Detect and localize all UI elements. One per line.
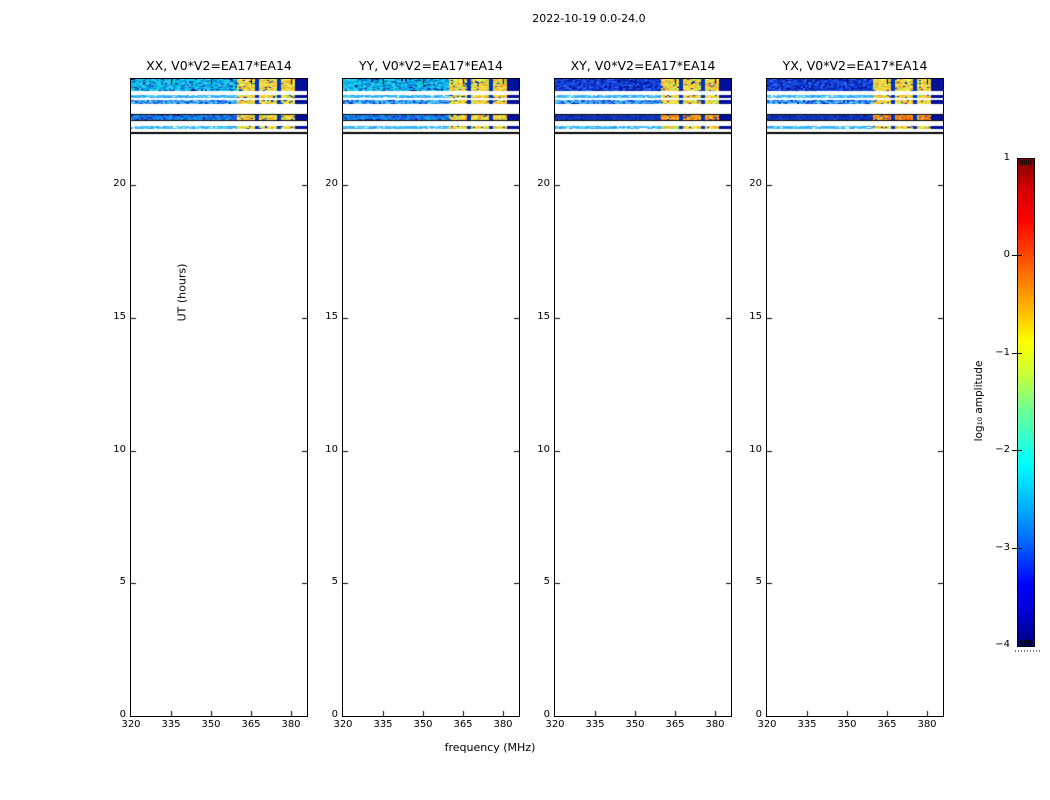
figure-title: 2022-10-19 0.0-24.0 [532, 12, 646, 25]
colorbar-tick-label: −1 [995, 346, 1010, 358]
panel-title-yy: YY, V0*V2=EA17*EA14 [359, 58, 503, 73]
x-tick-label: 320 [121, 719, 141, 730]
x-tick-label: 380 [705, 719, 725, 730]
y-tick-label: 5 [119, 576, 126, 587]
spectrogram-panel-xx: XX, V0*V2=EA17*EA14 [130, 58, 308, 717]
x-tick-label: 350 [201, 719, 221, 730]
y-tick-label: 0 [331, 709, 338, 720]
x-tick-label: 320 [333, 719, 353, 730]
spectrogram-panel-yx: YX, V0*V2=EA17*EA14 [766, 58, 944, 717]
x-tick-label: 335 [161, 719, 181, 730]
y-tick-label: 20 [537, 178, 550, 189]
y-tick-label: 10 [749, 444, 762, 455]
x-tick-label: 350 [413, 719, 433, 730]
x-tick-label: 365 [877, 719, 897, 730]
colorbar-label: log₁₀ amplitude [973, 360, 985, 442]
spectrogram-panel-yy: YY, V0*V2=EA17*EA14 [342, 58, 520, 717]
y-tick-label: 10 [113, 444, 126, 455]
spectrogram-canvas-xx [131, 79, 307, 716]
x-tick-label: 365 [241, 719, 261, 730]
spectrogram-canvas-xy [555, 79, 731, 716]
y-tick-label: 10 [537, 444, 550, 455]
y-tick-label: 15 [113, 311, 126, 322]
colorbar-tick-label: −2 [995, 444, 1010, 456]
x-tick-label: 320 [757, 719, 777, 730]
x-tick-label: 335 [373, 719, 393, 730]
colorbar-minor-ticks-bottom [1020, 640, 1032, 645]
colorbar-tick-label: 1 [1003, 152, 1010, 163]
y-tick-label: 15 [325, 311, 338, 322]
colorbar-tick-label: 0 [1003, 249, 1010, 261]
y-tick-label: 0 [755, 709, 762, 720]
x-tick-label: 320 [545, 719, 565, 730]
y-tick-label: 0 [119, 709, 126, 720]
colorbar-tick-label: −3 [995, 541, 1010, 553]
y-tick-label: 10 [325, 444, 338, 455]
panel-title-xx: XX, V0*V2=EA17*EA14 [146, 58, 292, 73]
x-tick-label: 380 [493, 719, 513, 730]
x-tick-label: 350 [837, 719, 857, 730]
colorbar-tick [1012, 450, 1022, 451]
y-tick-label: 20 [749, 178, 762, 189]
y-tick-label: 20 [113, 178, 126, 189]
panel-title-yx: YX, V0*V2=EA17*EA14 [782, 58, 928, 73]
y-tick-label: 15 [749, 311, 762, 322]
y-tick-label: 5 [755, 576, 762, 587]
colorbar-tick [1012, 548, 1022, 549]
x-tick-label: 335 [585, 719, 605, 730]
x-tick-label: 365 [665, 719, 685, 730]
y-tick-label: 5 [331, 576, 338, 587]
panel-title-xy: XY, V0*V2=EA17*EA14 [570, 58, 716, 73]
y-axis-label: UT (hours) [175, 263, 189, 322]
colorbar-tick [1012, 255, 1022, 256]
spectrogram-canvas-yx [767, 79, 943, 716]
colorbar-tick-label: −4 [995, 639, 1010, 650]
y-tick-label: 0 [543, 709, 550, 720]
x-axis-label: frequency (MHz) [444, 741, 536, 754]
x-tick-label: 335 [797, 719, 817, 730]
colorbar-tick [1012, 353, 1022, 354]
spectrogram-canvas-yy [343, 79, 519, 716]
x-tick-label: 365 [453, 719, 473, 730]
x-tick-label: 380 [281, 719, 301, 730]
colorbar [1017, 158, 1035, 647]
spectrogram-panel-xy: XY, V0*V2=EA17*EA14 [554, 58, 732, 717]
y-tick-label: 5 [543, 576, 550, 587]
x-tick-label: 350 [625, 719, 645, 730]
colorbar-underflow-dots [1015, 650, 1041, 652]
x-tick-label: 380 [917, 719, 937, 730]
y-tick-label: 15 [537, 311, 550, 322]
colorbar-minor-ticks-top [1020, 160, 1032, 165]
y-tick-label: 20 [325, 178, 338, 189]
